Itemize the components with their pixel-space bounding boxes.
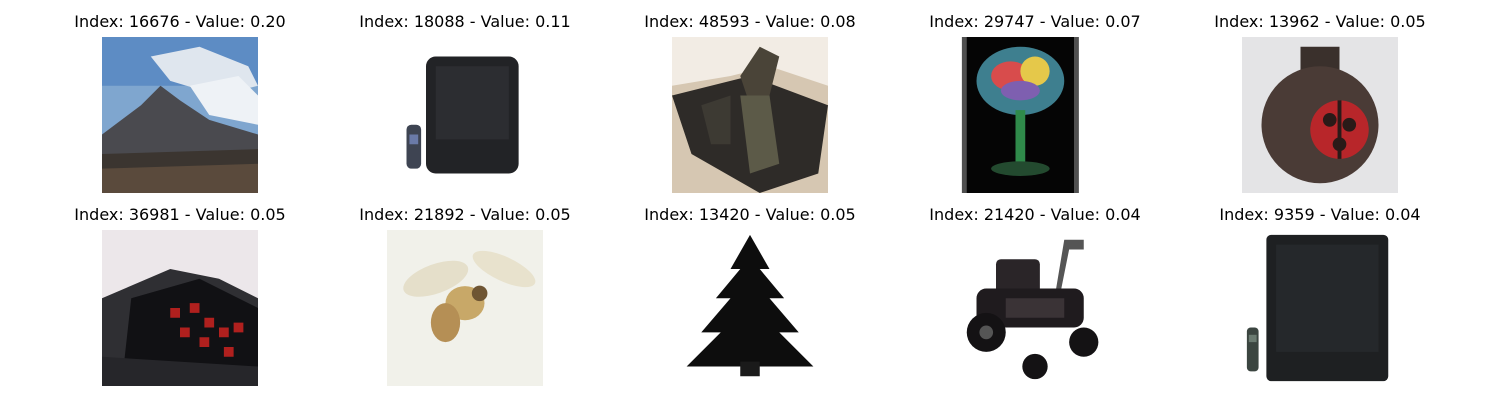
panel-2: Index: 18088 - Value: 0.11 bbox=[315, 12, 615, 202]
panel-title: Index: 48593 - Value: 0.08 bbox=[644, 12, 856, 31]
pine-tree-image bbox=[672, 230, 828, 386]
panel-9: Index: 21420 - Value: 0.04 bbox=[885, 205, 1185, 395]
panel-title: Index: 13420 - Value: 0.05 bbox=[644, 205, 856, 224]
panel-title: Index: 13962 - Value: 0.05 bbox=[1214, 12, 1426, 31]
panel-title: Index: 21892 - Value: 0.05 bbox=[359, 205, 571, 224]
panel-10: Index: 9359 - Value: 0.04 bbox=[1170, 205, 1470, 395]
panel-title: Index: 21420 - Value: 0.04 bbox=[929, 205, 1141, 224]
lawn-tractor-image bbox=[957, 230, 1113, 386]
panel-title: Index: 16676 - Value: 0.20 bbox=[74, 12, 286, 31]
panel-7: Index: 21892 - Value: 0.05 bbox=[315, 205, 615, 395]
panel-8: Index: 13420 - Value: 0.05 bbox=[600, 205, 900, 395]
alarm-clock-image bbox=[102, 230, 258, 386]
television-image bbox=[1242, 230, 1398, 386]
panel-title: Index: 9359 - Value: 0.04 bbox=[1219, 205, 1421, 224]
television-image bbox=[387, 37, 543, 193]
ladybug-jar-image bbox=[1242, 37, 1398, 193]
panel-4: Index: 29747 - Value: 0.07 bbox=[885, 12, 1185, 202]
panel-1: Index: 16676 - Value: 0.20 bbox=[30, 12, 330, 202]
panel-5: Index: 13962 - Value: 0.05 bbox=[1170, 12, 1470, 202]
glass-flower-image bbox=[957, 37, 1113, 193]
panel-title: Index: 18088 - Value: 0.11 bbox=[359, 12, 571, 31]
bee-image bbox=[387, 230, 543, 386]
mountain-landscape-image bbox=[102, 37, 258, 193]
panel-6: Index: 36981 - Value: 0.05 bbox=[30, 205, 330, 395]
panel-title: Index: 36981 - Value: 0.05 bbox=[74, 205, 286, 224]
panel-title: Index: 29747 - Value: 0.07 bbox=[929, 12, 1141, 31]
box-object-image bbox=[672, 37, 828, 193]
panel-3: Index: 48593 - Value: 0.08 bbox=[600, 12, 900, 202]
